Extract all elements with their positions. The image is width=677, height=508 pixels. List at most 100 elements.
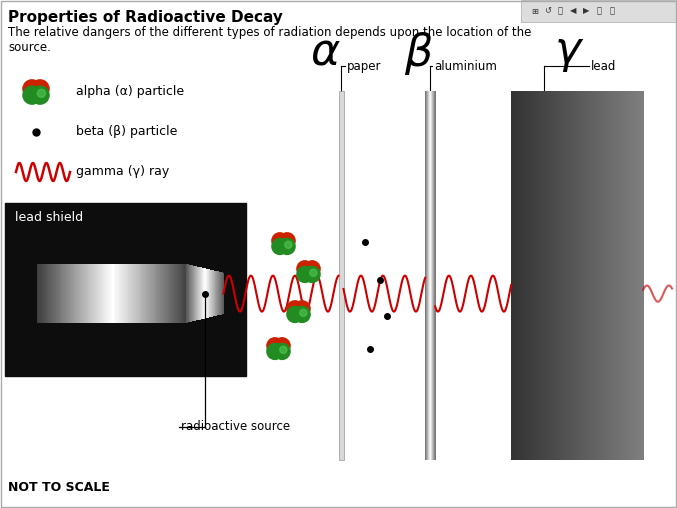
Text: lead shield: lead shield [16, 211, 83, 224]
Bar [194, 266, 196, 321]
Bar [43, 264, 45, 323]
Bar [89, 264, 92, 323]
Bar [77, 264, 79, 323]
Bar [434, 91, 435, 460]
Bar [517, 91, 520, 460]
Bar [625, 91, 628, 460]
Bar [202, 268, 204, 319]
Bar [215, 271, 216, 316]
Circle shape [272, 233, 288, 249]
Bar [93, 264, 96, 323]
Bar [217, 271, 219, 315]
Circle shape [274, 338, 290, 354]
Bar [198, 267, 199, 320]
Bar [99, 264, 102, 323]
Bar [153, 264, 156, 323]
Circle shape [285, 241, 292, 248]
Bar [628, 91, 631, 460]
Bar [95, 264, 97, 323]
Bar [619, 91, 623, 460]
Bar [551, 91, 554, 460]
Bar [49, 264, 51, 323]
Circle shape [304, 261, 320, 277]
Bar [211, 270, 212, 317]
Bar [428, 91, 429, 460]
Bar [166, 264, 169, 323]
Bar [187, 264, 188, 323]
Bar [175, 264, 178, 323]
Bar [194, 266, 196, 321]
Circle shape [297, 261, 313, 277]
Bar [188, 265, 189, 322]
Bar [207, 269, 209, 318]
Bar [218, 272, 220, 315]
Bar [204, 268, 206, 319]
Bar [168, 264, 171, 323]
Bar [199, 267, 200, 320]
Bar [426, 91, 427, 460]
Circle shape [267, 343, 283, 360]
Circle shape [279, 238, 295, 255]
Text: radioactive source: radioactive source [181, 420, 290, 433]
Bar [208, 269, 209, 318]
Bar [194, 266, 195, 321]
Bar [514, 91, 517, 460]
Text: alpha (α) particle: alpha (α) particle [76, 85, 184, 99]
Bar [540, 91, 544, 460]
Bar [145, 264, 148, 323]
Bar [39, 264, 42, 323]
Bar [117, 264, 120, 323]
Bar [638, 91, 642, 460]
Text: $\beta$: $\beta$ [404, 30, 433, 78]
Bar [50, 264, 53, 323]
Bar [220, 272, 221, 314]
Bar [431, 91, 432, 460]
Bar [197, 267, 198, 320]
Bar [106, 264, 109, 323]
Bar [559, 91, 563, 460]
Bar [100, 264, 104, 323]
Bar [209, 269, 210, 318]
Bar [431, 91, 432, 460]
Bar [184, 264, 187, 323]
Bar [200, 267, 202, 320]
Text: $\gamma$: $\gamma$ [554, 30, 584, 74]
Bar [202, 268, 204, 319]
Bar [183, 264, 185, 323]
Bar [127, 264, 129, 323]
Bar [173, 264, 176, 323]
Bar [149, 264, 152, 323]
Circle shape [37, 89, 45, 98]
Bar [187, 264, 189, 323]
Bar [635, 91, 639, 460]
Bar [214, 271, 215, 316]
Bar [593, 91, 596, 460]
Bar [630, 91, 634, 460]
Bar [201, 268, 202, 319]
Bar [85, 264, 89, 323]
Bar [203, 268, 204, 319]
Bar [52, 264, 55, 323]
Bar [425, 91, 426, 460]
Bar [525, 91, 528, 460]
Bar [181, 264, 183, 323]
Bar [604, 91, 607, 460]
Bar [205, 269, 206, 318]
Bar [548, 91, 552, 460]
Bar [164, 264, 167, 323]
Bar [200, 268, 202, 319]
Bar [519, 91, 523, 460]
Bar [427, 91, 428, 460]
Bar [220, 272, 221, 314]
Bar [119, 264, 122, 323]
Circle shape [274, 343, 290, 360]
Bar [213, 270, 214, 316]
Bar [87, 264, 90, 323]
Bar [72, 264, 75, 323]
Bar [102, 264, 105, 323]
Bar [138, 264, 141, 323]
Bar [204, 268, 205, 319]
Bar [211, 270, 213, 317]
Circle shape [287, 301, 303, 317]
Bar [84, 264, 87, 323]
